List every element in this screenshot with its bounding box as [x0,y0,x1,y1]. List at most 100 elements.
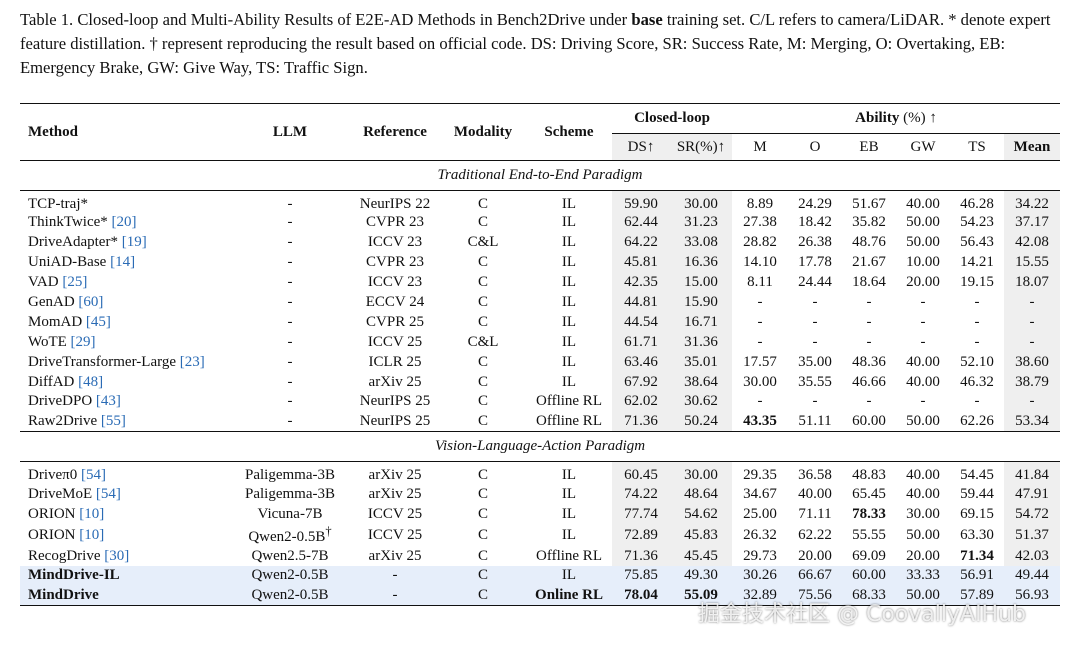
ds-value: 71.36 [624,413,658,430]
method-name: RecogDrive [28,547,101,564]
method-name: TCP-traj* [28,196,88,212]
m-value: 8.89 [746,196,774,212]
gw-cell: 40.00 [896,484,950,504]
gw-cell: 50.00 [896,524,950,546]
eb-cell: - [842,293,896,313]
m-value: - [757,313,763,330]
ds-cell: 59.90 [612,190,670,213]
mean-cell: - [1004,312,1061,333]
method-cell: MindDrive [20,585,230,606]
sr-value: 33.08 [684,234,718,251]
modality-text: C [477,294,488,310]
caption-lead: Table 1. Closed-loop and Multi-Ability R… [20,10,632,29]
scheme-text: IL [561,214,577,231]
reference-cell: ICLR 25 [350,352,440,372]
mean-value: 41.84 [1015,467,1049,484]
scheme-cell: Offline RL [526,392,612,412]
sr-cell: 45.45 [670,546,732,566]
table-row: MomAD [45] - CVPR 25 C IL 44.54 16.71 - - - - - - [20,312,1061,333]
gw-cell: 20.00 [896,273,950,293]
o-cell: 66.67 [788,565,842,586]
modality-text: C [477,587,488,604]
modality-cell: C [440,253,526,273]
ds-value: 61.71 [624,333,658,350]
eb-cell: 69.09 [842,546,896,566]
o-value: 62.22 [798,526,832,543]
reference-cell: CVPR 23 [350,213,440,233]
sr-cell: 31.36 [670,332,732,353]
llm-name: Paligemma-3B [245,485,335,502]
reference-cell: arXiv 25 [350,372,440,392]
eb-value: 46.66 [852,373,886,390]
modality-cell: C [440,352,526,372]
gw-cell: - [896,392,950,412]
m-cell: 32.89 [732,585,788,606]
llm-name: Qwen2-0.5B [251,587,329,604]
llm-name: Paligemma-3B [245,467,335,484]
method-name: GenAD [28,294,75,310]
ts-cell: - [950,392,1004,412]
eb-value: 55.55 [852,526,886,543]
eb-value: 78.33 [852,505,886,522]
ts-cell: 46.32 [950,372,1004,392]
eb-value: 69.09 [852,547,886,564]
mean-cell: - [1004,332,1061,353]
modality-text: C [477,196,488,212]
ds-cell: 42.35 [612,272,670,293]
m-cell: 30.00 [732,372,788,392]
reference-cell: - [350,585,440,606]
mean-cell: 15.55 [1004,252,1061,273]
modality-text: C [477,214,488,231]
eb-cell: 21.67 [842,253,896,273]
m-cell: 34.67 [732,484,788,504]
m-cell: 28.82 [732,233,788,253]
ds-cell: 61.71 [612,332,670,353]
table-row: Driveπ0 [54] Paligemma-3B arXiv 25 C IL 60.45… [20,461,1061,485]
modality-text: C [477,467,488,484]
method-cell: ORION [10] [20,524,230,546]
m-cell: 29.73 [732,546,788,566]
ts-value: 63.30 [960,526,994,543]
citation: [54] [80,467,106,484]
mean-cell: 51.37 [1004,524,1061,547]
llm-cell: - [230,392,350,412]
reference-cell: arXiv 25 [350,546,440,566]
reference-text: CVPR 23 [366,214,424,231]
modality-cell: C [440,524,526,546]
o-cell: 20.00 [788,546,842,566]
sr-value: 48.64 [684,485,718,502]
modality-cell: C [440,412,526,432]
ts-cell: 14.21 [950,253,1004,273]
citation: [25] [62,274,88,291]
header-cell: Method [28,123,78,140]
section-title: Vision-Language-Action Paradigm [434,438,646,455]
reference-cell: arXiv 25 [350,462,440,485]
gw-cell: 40.00 [896,352,950,372]
reference-cell: ECCV 24 [350,293,440,313]
table-row: VAD [25] - ICCV 23 C IL 42.35 15.00 8.11 24.44 18… [20,272,1061,293]
sr-cell: 31.23 [670,213,732,233]
eb-value: 48.76 [852,234,886,251]
ds-cell: 62.02 [612,392,670,412]
sr-cell: 15.00 [670,272,732,293]
scheme-text: IL [561,274,577,291]
llm-name: - [287,196,293,212]
section-row: Vision-Language-Action Paradigm [20,431,1061,462]
eb-cell: 18.64 [842,273,896,293]
ts-value: 46.28 [960,196,994,212]
ds-cell: 63.46 [612,352,670,373]
sr-cell: 49.30 [670,565,732,586]
sr-cell: 38.64 [670,372,732,393]
reference-cell: NeurIPS 25 [350,392,440,412]
scheme-cell: IL [526,253,612,273]
sr-cell: 16.71 [670,312,732,333]
o-cell: 36.58 [788,462,842,485]
method-name: Raw2Drive [28,413,98,430]
mean-value: 15.55 [1015,254,1049,271]
ds-value: 45.81 [624,254,658,271]
table-row: GenAD [60] - ECCV 24 C IL 44.81 15.90 - - - - - - [20,292,1061,313]
o-value: - [812,333,818,350]
mean-cell: 49.44 [1004,565,1061,586]
sr-cell: 50.24 [670,411,732,432]
